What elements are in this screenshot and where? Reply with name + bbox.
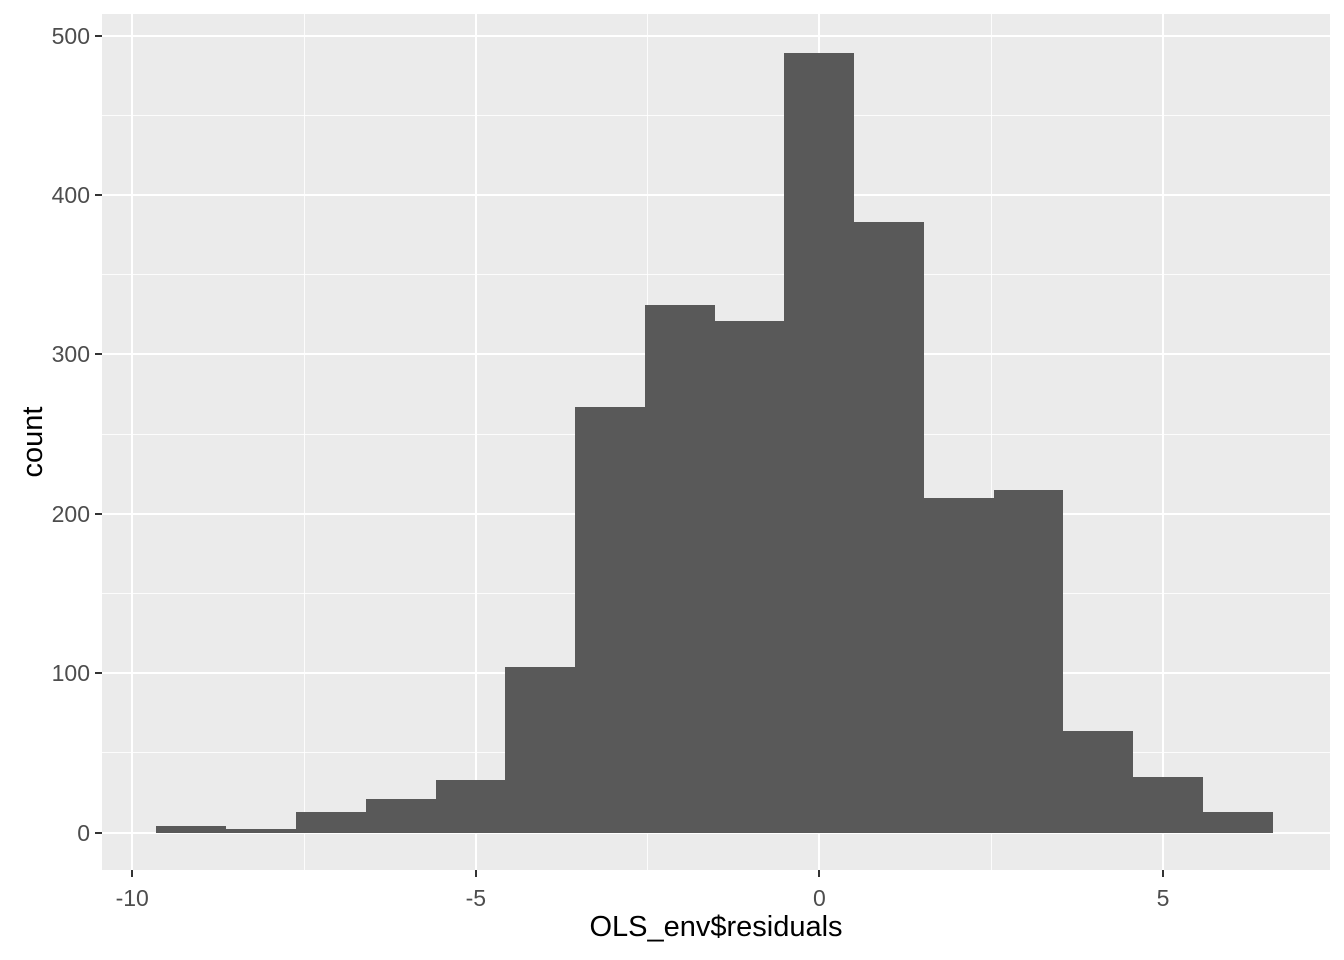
- x-tick-mark: [818, 870, 821, 877]
- histogram-bar: [156, 826, 226, 833]
- gridline-major-y: [102, 831, 1330, 834]
- y-axis-title: count: [17, 406, 49, 478]
- y-tick-mark: [95, 34, 102, 37]
- histogram-bar: [226, 829, 296, 833]
- gridline-major-y: [102, 34, 1330, 37]
- y-tick-label: 500: [51, 22, 90, 49]
- y-tick-label: 300: [51, 341, 90, 368]
- gridline-minor-x: [990, 14, 992, 870]
- gridline-minor-y: [102, 114, 1330, 116]
- y-tick-mark: [95, 353, 102, 356]
- gridline-major-y: [102, 193, 1330, 196]
- y-tick-label: 400: [51, 181, 90, 208]
- histogram-bar: [1133, 776, 1203, 833]
- histogram-bar: [784, 53, 854, 833]
- histogram-bar: [924, 497, 994, 833]
- y-tick-label: 0: [77, 819, 90, 846]
- histogram-bar: [296, 811, 366, 833]
- histogram-bar: [1063, 730, 1133, 833]
- gridline-major-x: [474, 14, 477, 870]
- gridline-major-x: [131, 14, 134, 870]
- histogram-bar: [505, 666, 575, 833]
- x-tick-label: -5: [465, 885, 487, 911]
- histogram-bar: [994, 489, 1063, 833]
- histogram-bar: [1203, 811, 1273, 833]
- histogram-bar: [575, 406, 645, 833]
- x-tick-mark: [131, 870, 134, 877]
- histogram-bar: [645, 304, 715, 833]
- y-tick-label: 100: [51, 660, 90, 687]
- x-tick-label: 5: [1156, 885, 1170, 911]
- x-tick-mark: [1162, 870, 1164, 877]
- histogram-bar: [715, 320, 784, 833]
- y-tick-mark: [95, 512, 102, 515]
- y-tick-mark: [95, 831, 102, 834]
- x-tick-label: 0: [813, 885, 826, 911]
- x-axis-title: OLS_env$residuals: [589, 911, 843, 943]
- gridline-major-x: [1162, 14, 1164, 870]
- x-tick-label: -10: [115, 885, 149, 911]
- y-tick-mark: [95, 193, 102, 196]
- histogram-bar: [436, 779, 505, 833]
- gridline-minor-y: [102, 274, 1330, 276]
- histogram-bar: [854, 222, 924, 833]
- gridline-minor-x: [303, 14, 305, 870]
- x-tick-mark: [474, 870, 477, 877]
- y-tick-label: 200: [51, 500, 90, 527]
- plot-panel: [102, 14, 1330, 870]
- histogram-bar: [366, 799, 436, 833]
- y-tick-mark: [95, 672, 102, 675]
